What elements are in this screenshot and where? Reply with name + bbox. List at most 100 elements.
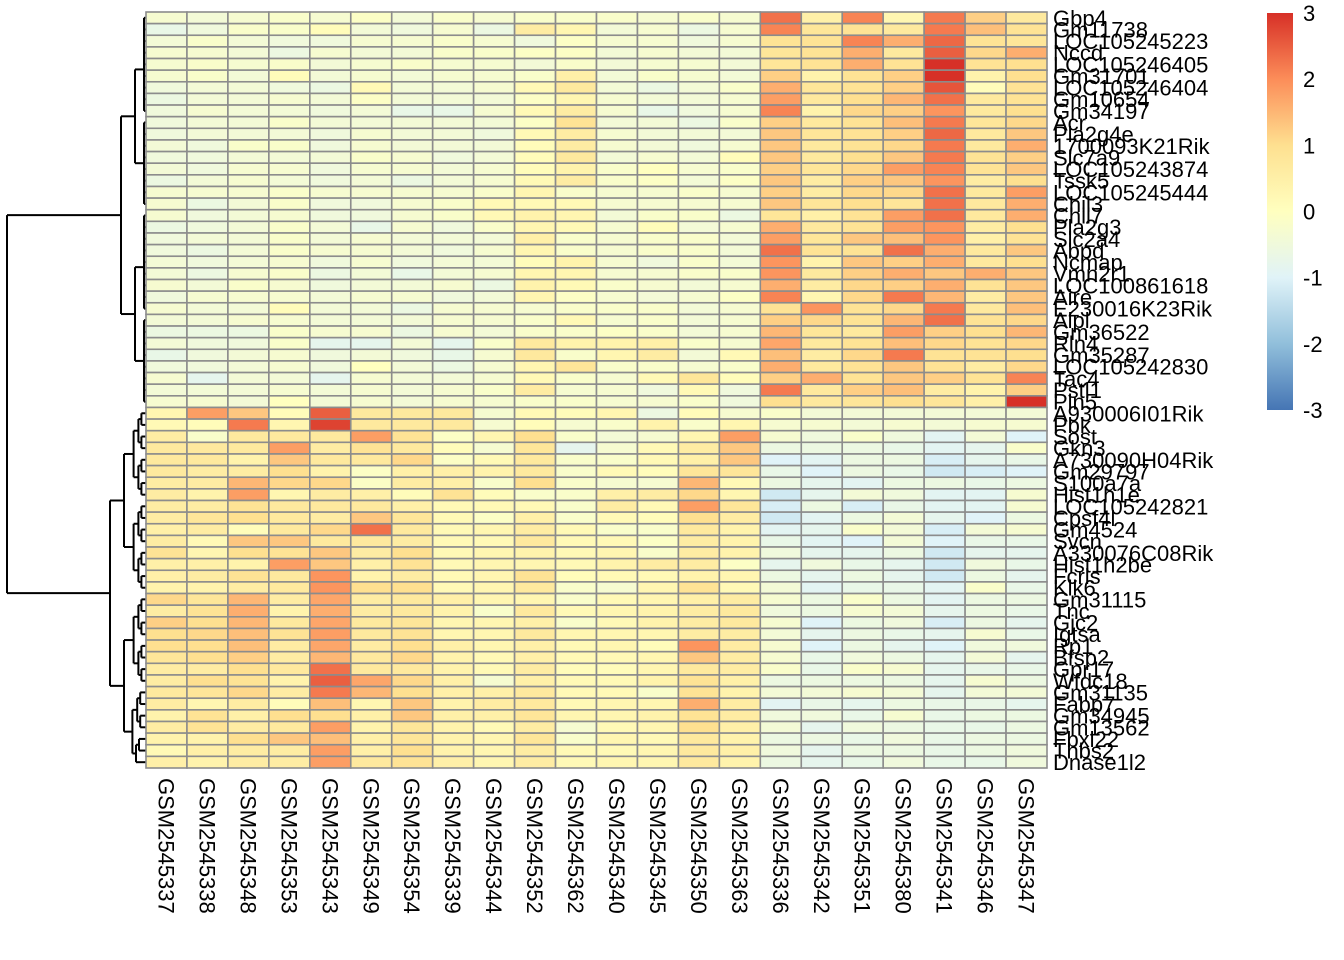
heatmap-cell [431, 732, 475, 746]
heatmap-cell [145, 371, 188, 385]
heatmap-cell [513, 278, 557, 292]
heatmap-cell [309, 557, 352, 572]
heatmap-cell [268, 232, 311, 246]
heatmap-cell [718, 581, 762, 595]
heatmap-cell [841, 511, 884, 525]
heatmap-cell [882, 348, 925, 362]
heatmap-cell [800, 755, 844, 769]
heatmap-cell [268, 127, 311, 141]
heatmap-cell [718, 301, 762, 316]
heatmap-cell [595, 615, 639, 630]
heatmap-cell [390, 453, 434, 467]
heatmap-cell [800, 697, 844, 711]
heatmap-cell [472, 697, 516, 711]
heatmap-cell [472, 429, 516, 444]
heatmap-cell [186, 232, 229, 246]
heatmap-cell [636, 46, 680, 60]
heatmap-cell [800, 464, 844, 479]
heatmap-cell [636, 57, 680, 71]
heatmap-cell [923, 627, 966, 641]
heatmap-cell [309, 267, 352, 281]
heatmap-cell [677, 11, 721, 25]
heatmap-cell [923, 650, 966, 665]
row-label: Gm31115 [1053, 587, 1146, 612]
heatmap-cell [759, 243, 803, 258]
heatmap-cell [800, 57, 844, 71]
heatmap-cell [1005, 208, 1048, 223]
heatmap-cell [923, 301, 966, 316]
heatmap-cell [186, 115, 229, 130]
heatmap-cell [1005, 650, 1048, 665]
heatmap-cell [554, 476, 598, 490]
heatmap-cell [472, 22, 516, 37]
heatmap-cell [513, 383, 557, 397]
heatmap-cell [431, 720, 475, 734]
heatmap-cell [268, 92, 311, 106]
heatmap-cell [268, 709, 311, 723]
row-label: Gm34197 [1053, 99, 1150, 124]
heatmap-cell [1005, 406, 1048, 420]
heatmap-cell [882, 80, 925, 95]
heatmap-cell [923, 488, 966, 502]
heatmap-cell [718, 127, 762, 141]
heatmap-cell [882, 313, 925, 327]
heatmap-cell [145, 476, 188, 490]
heatmap-cell [677, 232, 721, 246]
heatmap-cell [882, 395, 925, 409]
heatmap-cell [390, 57, 434, 71]
heatmap-cell [554, 395, 598, 409]
heatmap-cell [431, 371, 475, 385]
heatmap-cell [882, 104, 925, 118]
heatmap-cell [964, 395, 1007, 409]
heatmap-cell [636, 429, 680, 444]
row-label: LOC105246404 [1053, 76, 1208, 101]
heatmap-cell [554, 383, 598, 397]
heatmap-cell [390, 522, 434, 537]
heatmap-cell [595, 278, 639, 292]
heatmap-cell [636, 174, 680, 188]
heatmap-cell [882, 429, 925, 444]
heatmap-cell [186, 627, 229, 641]
heatmap-cell [390, 22, 434, 37]
column-label: GSM2545380 [891, 778, 916, 914]
heatmap-cell [431, 743, 475, 758]
heatmap-cell [636, 92, 680, 106]
heatmap-cell [349, 674, 393, 688]
heatmap-cell [349, 174, 393, 188]
heatmap-cell [513, 69, 557, 83]
heatmap-cell [472, 278, 516, 292]
heatmap-cell [964, 104, 1007, 118]
heatmap-cell [677, 301, 721, 316]
heatmap-cell [390, 34, 434, 48]
heatmap-cell [595, 92, 639, 106]
heatmap-cell [595, 395, 639, 409]
heatmap-cell [145, 546, 188, 560]
heatmap-cell [718, 685, 762, 700]
heatmap-cell [595, 150, 639, 164]
heatmap-cell [390, 627, 434, 641]
heatmap-cell [513, 185, 557, 199]
heatmap-cell [759, 592, 803, 606]
heatmap-cell [349, 69, 393, 83]
heatmap-cell [349, 290, 393, 304]
heatmap-cell [1005, 615, 1048, 630]
heatmap-cell [964, 115, 1007, 130]
heatmap-cell [431, 627, 475, 641]
heatmap-cell [309, 150, 352, 164]
heatmap-cell [923, 604, 966, 618]
heatmap-cell [268, 639, 311, 653]
heatmap-cell [268, 429, 311, 444]
heatmap-cell [718, 627, 762, 641]
row-label: Gm35287 [1053, 343, 1150, 368]
heatmap-cell [227, 406, 270, 420]
heatmap-cell [390, 267, 434, 281]
heatmap-cell [431, 336, 475, 351]
heatmap-cell [513, 232, 557, 246]
heatmap-cell [554, 697, 598, 711]
legend-tick-label: -1 [1303, 266, 1323, 291]
heatmap-cell [595, 592, 639, 606]
heatmap-cell [431, 197, 475, 211]
heatmap-cell [390, 534, 434, 548]
heatmap-cell [636, 720, 680, 734]
heatmap-cell [145, 697, 188, 711]
